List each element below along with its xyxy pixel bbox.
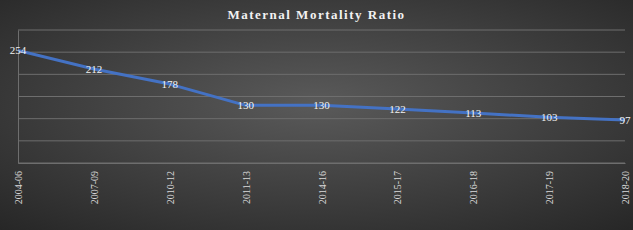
grid-line (18, 118, 625, 119)
x-tick: 2018-20 (620, 163, 631, 204)
x-tick: 2014-16 (317, 163, 328, 204)
grid-line (18, 74, 625, 75)
grid-line (18, 163, 625, 164)
line (18, 50, 625, 120)
data-label: 103 (541, 111, 558, 123)
data-label: 254 (10, 44, 27, 56)
data-label: 113 (465, 107, 482, 119)
grid-line (18, 140, 625, 141)
data-label: 212 (86, 63, 103, 75)
x-tick-label: 2014-16 (317, 171, 328, 204)
x-tick: 2004-06 (13, 163, 24, 204)
grid (18, 30, 625, 163)
data-labels: 254 212 178 130 130 122 113 103 97 (10, 44, 631, 126)
x-tick: 2017-19 (544, 163, 555, 204)
background (0, 0, 633, 230)
x-tick-label: 2007-09 (89, 171, 100, 204)
x-tick-label: 2011-13 (241, 171, 252, 204)
grid-line (18, 96, 625, 97)
x-tick-label: 2018-20 (620, 171, 631, 204)
grid-line (18, 52, 625, 53)
x-tick: 2015-17 (392, 163, 403, 204)
data-label: 130 (313, 99, 330, 111)
data-label: 130 (237, 99, 254, 111)
data-label: 122 (389, 103, 406, 115)
data-label: 178 (162, 78, 179, 90)
x-tick-label: 2016-18 (468, 171, 479, 204)
x-tick-label: 2015-17 (392, 171, 403, 204)
x-tick: 2007-09 (89, 163, 100, 204)
series (18, 50, 625, 120)
plot-area: 2004-06 2007-09 2010-12 2011-13 2014-16 2015-… (10, 30, 631, 204)
x-axis-line (19, 163, 626, 164)
title: Maternal Mortality Ratio (227, 7, 405, 22)
grid-line (18, 30, 625, 31)
chart: Maternal Mortality Ratio2004-062007-0920… (0, 0, 633, 230)
x-tick: 2016-18 (468, 163, 479, 204)
x-tick-label: 2004-06 (13, 171, 24, 204)
x-tick: 2011-13 (241, 163, 252, 204)
data-label: 97 (620, 114, 632, 126)
x-tick-label: 2010-12 (165, 171, 176, 204)
x-tick-label: 2017-19 (544, 171, 555, 204)
x-axis: 2004-06 2007-09 2010-12 2011-13 2014-16 2015-… (13, 163, 631, 204)
x-tick: 2010-12 (165, 163, 176, 204)
